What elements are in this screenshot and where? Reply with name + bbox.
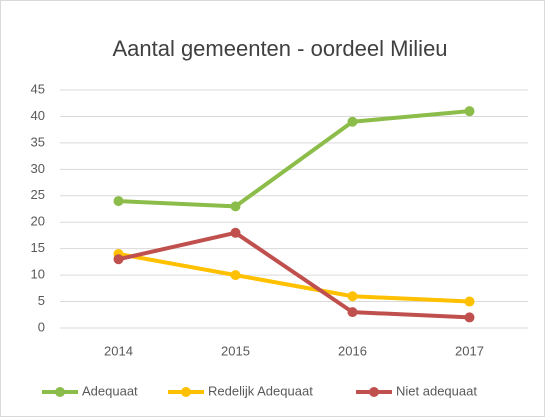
legend-marker <box>181 387 191 397</box>
y-tick-label: 30 <box>31 161 45 176</box>
data-point <box>347 307 358 318</box>
y-tick-label: 25 <box>31 187 45 202</box>
data-point <box>464 106 475 117</box>
y-tick-label: 0 <box>38 319 45 334</box>
legend-marker <box>369 387 379 397</box>
legend-label: Redelijk Adequaat <box>208 383 313 398</box>
y-tick-label: 10 <box>31 267 45 282</box>
data-point <box>230 270 241 281</box>
data-point <box>347 291 358 302</box>
x-tick-label: 2014 <box>104 343 133 358</box>
y-tick-label: 5 <box>38 293 45 308</box>
legend-label: Niet adequaat <box>396 383 477 398</box>
data-point <box>113 254 124 265</box>
y-tick-label: 45 <box>31 81 45 96</box>
y-tick-label: 35 <box>31 134 45 149</box>
data-point <box>230 227 241 238</box>
legend-label: Adequaat <box>82 383 138 398</box>
data-point <box>230 201 241 212</box>
series-line <box>118 251 470 304</box>
data-point <box>464 312 475 323</box>
y-tick-label: 40 <box>31 108 45 123</box>
x-tick-label: 2017 <box>455 343 484 358</box>
series-line <box>118 230 470 320</box>
chart-title: Aantal gemeenten - oordeel Milieu <box>112 36 447 61</box>
series-line <box>118 109 470 209</box>
data-point <box>464 296 475 307</box>
data-point <box>347 116 358 127</box>
x-tick-label: 2015 <box>221 343 250 358</box>
y-tick-label: 15 <box>31 240 45 255</box>
data-point <box>113 196 124 207</box>
y-tick-label: 20 <box>31 214 45 229</box>
x-tick-label: 2016 <box>338 343 367 358</box>
legend-marker <box>55 387 65 397</box>
